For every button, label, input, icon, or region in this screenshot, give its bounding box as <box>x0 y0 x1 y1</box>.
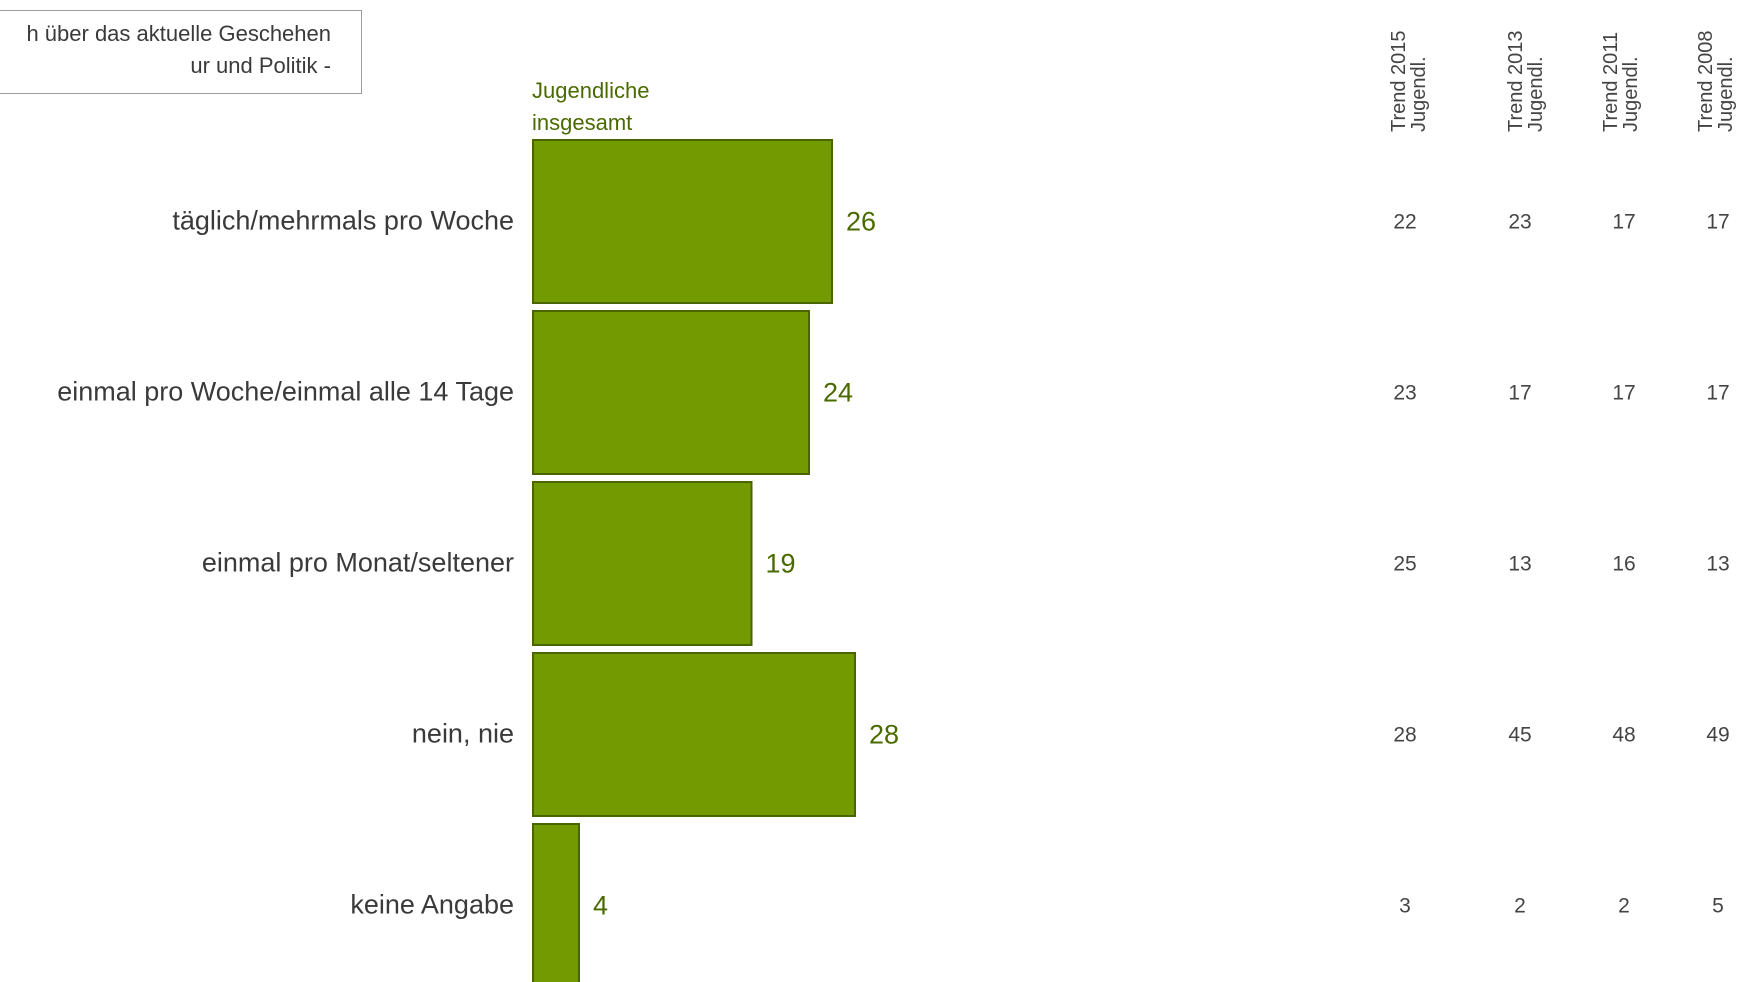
bar-value-label: 19 <box>766 549 796 579</box>
trend-header-2011-line-1: Trend 2011 <box>1600 31 1622 132</box>
trend-value: 17 <box>1612 382 1635 405</box>
bar-value-label: 24 <box>823 378 853 408</box>
trend-header-2011: Trend 2011 Jugendl. <box>1600 2 1645 132</box>
trend-value: 13 <box>1706 553 1729 576</box>
trend-value: 13 <box>1508 553 1531 576</box>
series-header-line-1: Jugendliche <box>532 78 649 103</box>
trend-header-2013-line-1: Trend 2013 <box>1505 30 1527 132</box>
trend-value: 28 <box>1393 724 1416 747</box>
trend-value: 25 <box>1393 553 1416 576</box>
trend-value: 2 <box>1618 895 1630 918</box>
bar-value-label: 4 <box>593 891 608 921</box>
trend-header-2013-line-2: Jugendl. <box>1525 56 1547 132</box>
trend-header-2015-line-1: Trend 2015 <box>1388 30 1410 132</box>
trend-value: 22 <box>1393 211 1416 234</box>
trend-value: 23 <box>1393 382 1416 405</box>
trend-value: 17 <box>1612 211 1635 234</box>
bar <box>532 823 580 982</box>
trend-header-2008-line-2: Jugendl. <box>1715 56 1737 132</box>
bar-value-label: 26 <box>846 207 876 237</box>
series-header-line-2: insgesamt <box>532 110 632 135</box>
trend-value: 17 <box>1508 382 1531 405</box>
question-box: h über das aktuelle Geschehen ur und Pol… <box>0 10 362 94</box>
category-label: nein, nie <box>412 719 514 749</box>
trend-header-2008-line-1: Trend 2008 <box>1695 30 1717 132</box>
question-text-line-1: h über das aktuelle Geschehen <box>26 21 331 46</box>
category-label: einmal pro Woche/einmal alle 14 Tage <box>57 377 514 407</box>
trend-value: 5 <box>1712 895 1724 918</box>
trend-header-2008: Trend 2008 Jugendl. <box>1695 2 1740 132</box>
trend-value: 2 <box>1514 895 1526 918</box>
trend-header-2011-line-2: Jugendl. <box>1620 56 1642 132</box>
bar <box>532 310 810 475</box>
category-label: keine Angabe <box>350 890 514 920</box>
trend-value: 17 <box>1706 211 1729 234</box>
bar <box>532 139 833 304</box>
trend-header-2015: Trend 2015 Jugendl. <box>1388 2 1433 132</box>
category-label: einmal pro Monat/seltener <box>202 548 514 578</box>
trend-header-2013: Trend 2013 Jugendl. <box>1505 2 1550 132</box>
question-text-line-2: ur und Politik - <box>190 53 331 78</box>
trend-value: 3 <box>1399 895 1411 918</box>
bar-value-label: 28 <box>869 720 899 750</box>
trend-value: 17 <box>1706 382 1729 405</box>
trend-value: 16 <box>1612 553 1635 576</box>
category-label: täglich/mehrmals pro Woche <box>172 206 514 236</box>
trend-value: 23 <box>1508 211 1531 234</box>
trend-value: 48 <box>1612 724 1635 747</box>
bar <box>532 652 856 817</box>
trend-value: 49 <box>1706 724 1729 747</box>
trend-header-2015-line-2: Jugendl. <box>1408 56 1430 132</box>
bar <box>532 481 753 646</box>
trend-value: 45 <box>1508 724 1531 747</box>
